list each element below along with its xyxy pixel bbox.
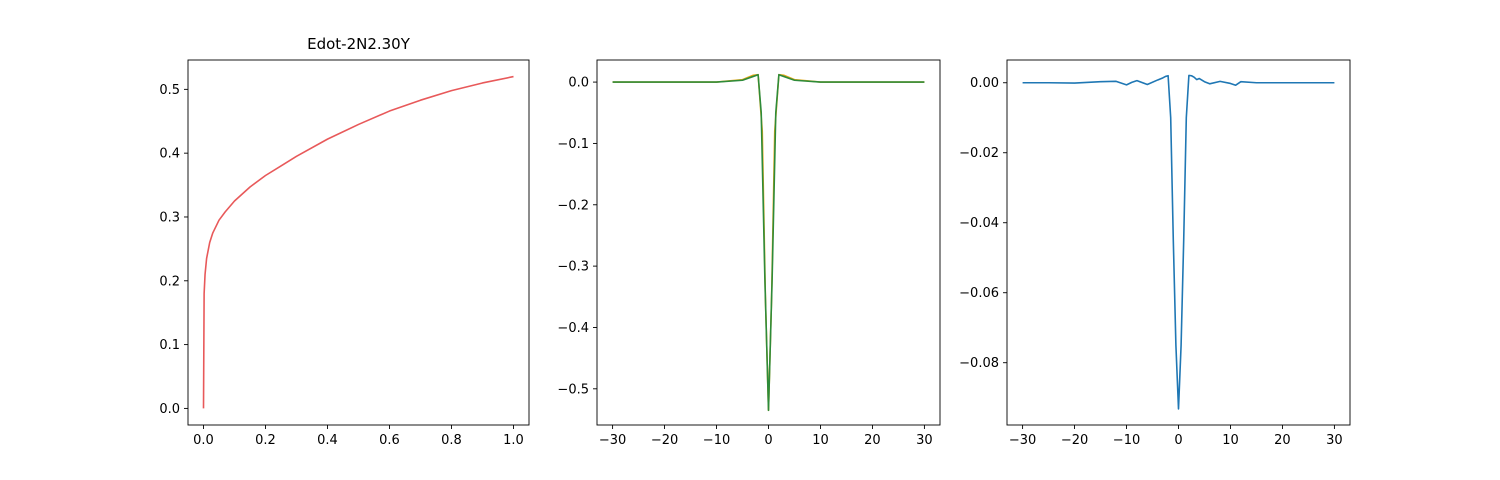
series-line-2-1 [612, 73, 925, 412]
x-tick-label: 0 [1174, 433, 1182, 448]
x-tick-label: 10 [1222, 433, 1239, 448]
y-tick-label: 0.2 [159, 274, 180, 289]
y-tick-label: 0.00 [970, 76, 999, 91]
series-line-1-1 [202, 75, 514, 409]
series-line-2-2 [612, 73, 925, 412]
x-tick-label: −20 [1061, 433, 1088, 448]
x-tick-label: −10 [703, 433, 730, 448]
x-tick-label: −30 [599, 433, 626, 448]
chart-title: Edot-2N2.30Y [307, 35, 411, 53]
y-tick-label: 0.0 [159, 402, 180, 417]
y-tick-label: 0.4 [159, 147, 180, 162]
y-tick-label: −0.5 [557, 382, 589, 397]
y-tick-label: 0.5 [159, 83, 180, 98]
y-tick-label: 0.3 [159, 210, 180, 225]
x-tick-label: 30 [916, 433, 933, 448]
axes-frame [187, 59, 530, 426]
x-tick-label: 1.0 [503, 433, 524, 448]
y-tick-label: −0.3 [557, 260, 589, 275]
x-tick-label: 0.0 [193, 433, 214, 448]
y-tick-label: −0.1 [557, 137, 589, 152]
x-tick-label: 0.4 [317, 433, 338, 448]
x-tick-label: 0.6 [379, 433, 400, 448]
series-line-3-1 [1022, 74, 1335, 410]
x-tick-label: 20 [1274, 433, 1291, 448]
subplot-3: −30 −20 −10 0 10 20 30 0.00 −0.02 −0.04 −0.06 −0.08 [959, 59, 1351, 448]
y-tick-label: −0.2 [557, 198, 589, 213]
subplot-2: −30 −20 −10 0 10 20 30 0.0 −0.1 −0.2 −0.3 −0.4 −0.5 [557, 59, 941, 448]
y-tick-label: 0.0 [568, 76, 589, 91]
subplot-1: 0.0 0.2 0.4 0.6 0.8 1.0 0.0 0.1 0.2 0.3 0.4 0.5 Edot… [159, 35, 530, 448]
axes-frame [596, 59, 941, 426]
x-tick-label: 0.8 [441, 433, 462, 448]
y-tick-label: −0.02 [959, 146, 999, 161]
x-tick-label: −30 [1009, 433, 1036, 448]
y-tick-label: −0.4 [557, 321, 589, 336]
x-tick-label: 0.2 [255, 433, 276, 448]
y-tick-label: −0.08 [959, 356, 999, 371]
x-tick-label: 10 [812, 433, 829, 448]
y-tick-label: −0.06 [959, 286, 999, 301]
x-tick-label: −10 [1113, 433, 1140, 448]
x-tick-label: 20 [864, 433, 881, 448]
x-tick-label: 30 [1326, 433, 1343, 448]
y-tick-label: −0.04 [959, 216, 999, 231]
axes-frame [1006, 59, 1351, 426]
x-tick-label: 0 [764, 433, 772, 448]
y-tick-label: 0.1 [159, 338, 180, 353]
x-tick-label: −20 [651, 433, 678, 448]
